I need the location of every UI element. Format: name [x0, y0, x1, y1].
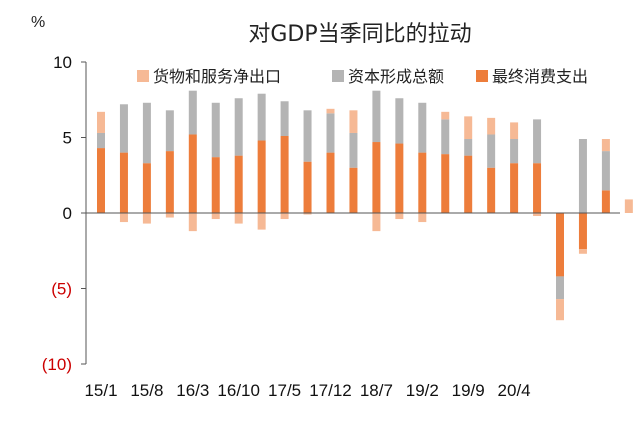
bar-segment	[441, 111, 450, 120]
bar-segment	[533, 163, 542, 213]
bar-segment	[303, 161, 312, 213]
bar-segment	[257, 93, 266, 141]
bar-segment	[441, 119, 450, 155]
bar-segment	[119, 104, 128, 153]
bar-segment	[326, 108, 335, 114]
bar-segment	[487, 167, 496, 213]
bar-segment	[326, 152, 335, 213]
bar-segment	[119, 213, 128, 223]
bar-segment	[234, 98, 243, 156]
bar-segment	[601, 190, 610, 213]
bar-segment	[487, 117, 496, 135]
bar-segment	[211, 213, 220, 220]
bar-segment	[165, 213, 174, 218]
legend-label: 货物和服务净出口	[153, 67, 281, 86]
bar-segment	[510, 122, 519, 140]
bar-segment	[142, 163, 151, 213]
bar-segment	[119, 152, 128, 213]
bar-segment	[533, 119, 542, 164]
bar-segment	[280, 135, 289, 213]
legend-label: 资本形成总额	[348, 67, 444, 86]
y-tick-label: (5)	[51, 280, 72, 299]
bar-segment	[372, 90, 381, 143]
bar-segment	[464, 139, 473, 156]
bar-segment	[578, 213, 587, 250]
bar-segment	[257, 140, 266, 213]
bar-segment	[395, 213, 404, 220]
y-tick-label: 0	[63, 204, 72, 223]
bar-segment	[464, 116, 473, 140]
bar-segment	[142, 213, 151, 224]
bar-segment	[395, 98, 404, 144]
bar-segment	[441, 154, 450, 213]
bar-segment	[280, 213, 289, 220]
axes-group	[81, 61, 620, 365]
bar-segment	[188, 213, 197, 232]
bar-segment	[601, 151, 610, 191]
x-tick-label: 16/10	[217, 381, 260, 400]
y-tick-label: 10	[53, 53, 72, 72]
y-tick-label: 5	[63, 129, 72, 148]
bar-segment	[211, 157, 220, 213]
x-tick-label: 18/7	[360, 381, 393, 400]
bar-segment	[97, 148, 105, 213]
bar-segment	[257, 213, 266, 230]
bar-segment	[487, 134, 496, 168]
bar-segment	[165, 151, 174, 213]
legend-swatch	[137, 70, 149, 82]
bar-segment	[303, 213, 312, 215]
x-tick-label: 19/9	[452, 381, 485, 400]
x-tick-label: 15/8	[130, 381, 163, 400]
bar-segment	[578, 249, 587, 254]
bar-segment	[418, 213, 427, 223]
y-tick-labels: 10 5 0 (5) (10)	[42, 53, 72, 374]
legend-swatch	[476, 70, 488, 82]
bar-segment	[280, 101, 289, 136]
bars-group	[97, 90, 633, 321]
legend-label: 最终消费支出	[492, 67, 588, 86]
bar-segment	[556, 299, 564, 321]
bar-segment	[349, 132, 358, 168]
bar-segment	[142, 102, 151, 164]
bar-segment	[556, 213, 564, 277]
x-tick-label: 20/4	[498, 381, 531, 400]
x-tick-labels: 15/1 15/8 16/3 16/10 17/5 17/12 18/7 19/2 19/9 20…	[84, 381, 530, 400]
bar-segment	[211, 102, 220, 158]
bar-segment	[601, 139, 610, 152]
bar-segment	[372, 213, 381, 232]
x-tick-label: 15/1	[84, 381, 117, 400]
bar-segment	[326, 113, 335, 153]
bar-segment	[578, 139, 587, 213]
x-tick-label: 16/3	[176, 381, 209, 400]
chart-title: 对GDP当季同比的拉动	[248, 22, 471, 47]
bar-segment	[418, 152, 427, 213]
bar-segment	[556, 276, 564, 300]
bar-segment	[510, 163, 519, 213]
bar-segment	[624, 199, 633, 213]
bar-segment	[165, 110, 174, 152]
y-tick-label: (10)	[42, 355, 72, 374]
bar-segment	[349, 110, 358, 133]
legend-swatch	[332, 70, 344, 82]
x-tick-label: 19/2	[406, 381, 439, 400]
bar-segment	[188, 134, 197, 213]
x-tick-label: 17/12	[309, 381, 352, 400]
bar-segment	[395, 143, 404, 213]
bar-segment	[464, 155, 473, 213]
x-tick-label: 17/5	[268, 381, 301, 400]
y-axis-unit: %	[31, 14, 45, 31]
bar-segment	[97, 132, 105, 149]
bar-segment	[234, 155, 243, 213]
bar-segment	[234, 213, 243, 224]
bar-segment	[372, 142, 381, 213]
bar-segment	[188, 90, 197, 135]
legend: 货物和服务净出口 资本形成总额 最终消费支出	[137, 67, 588, 86]
bar-segment	[418, 102, 427, 153]
bar-segment	[533, 213, 542, 217]
bar-segment	[510, 139, 519, 164]
bar-segment	[303, 110, 312, 162]
bar-segment	[97, 111, 105, 133]
bar-segment	[349, 167, 358, 213]
